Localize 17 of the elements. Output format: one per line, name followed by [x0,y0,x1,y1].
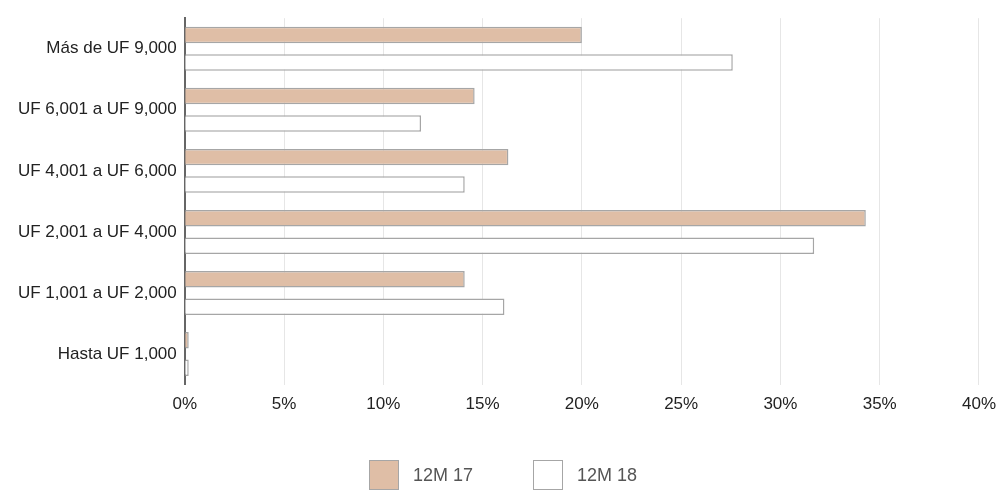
x-tick-label: 20% [564,394,599,414]
x-tick-label: 5% [271,394,297,414]
y-tick-label: UF 1,001 a UF 2,000 [17,282,177,302]
x-tick-label: 40% [961,394,996,414]
text: 12M 18 [577,464,638,486]
x-tick-label: 10% [366,394,401,414]
x-tick-label: 35% [862,394,897,414]
x-tick-label: 15% [465,394,500,414]
x-tick-label: 25% [664,394,699,414]
legend-label: 12M 17 [412,464,473,486]
y-tick-label: UF 4,001 a UF 6,000 [17,160,177,180]
y-tick-label: Más de UF 9,000 [46,38,177,58]
x-tick-label: 0% [172,394,198,414]
x-tick-label: 30% [763,394,798,414]
y-tick-label: Hasta UF 1,000 [57,343,177,363]
y-tick-label: UF 2,001 a UF 4,000 [17,221,177,241]
y-tick-label: UF 6,001 a UF 9,000 [17,99,177,119]
